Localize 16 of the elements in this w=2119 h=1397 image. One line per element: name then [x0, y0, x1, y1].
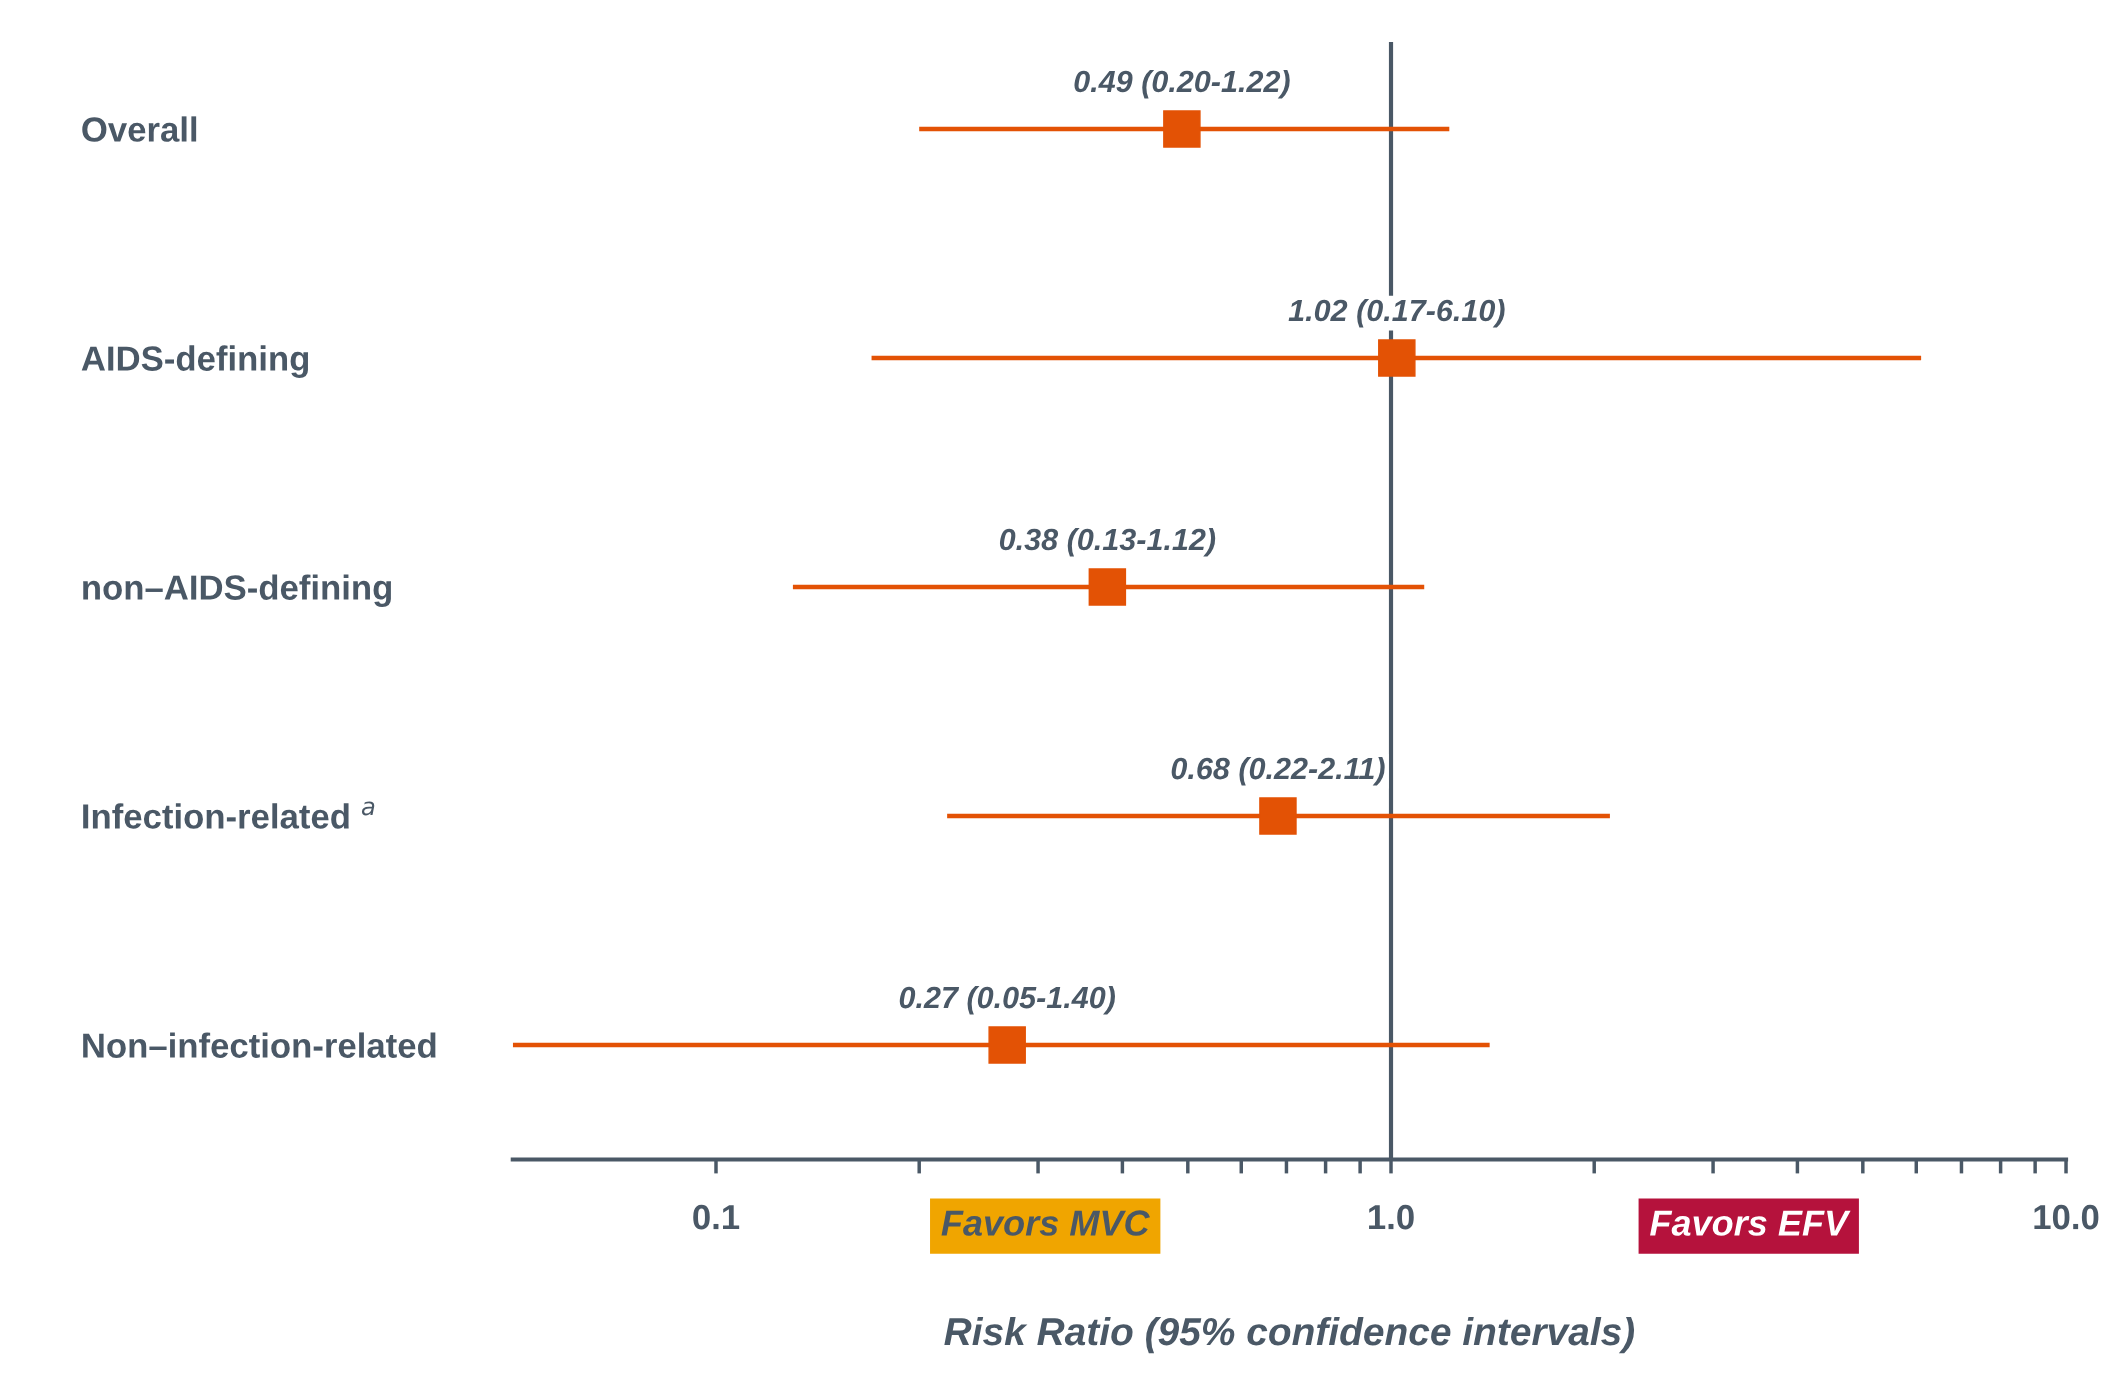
data-label: 0.68 (0.22-2.11)	[1171, 756, 1385, 786]
text: Favors MVC	[941, 1210, 1150, 1236]
y-tick-label: Infection-related $^{a}$	[83, 801, 375, 829]
text: Favors EFV	[1650, 1210, 1851, 1236]
data-label: 0.38 (0.13-1.12)	[999, 527, 1216, 557]
x-tick-label: 10.0	[2034, 1204, 2099, 1230]
x-axis-title: Risk Ratio (95% confidence intervals)	[944, 1316, 1635, 1354]
y-tick-label: Overall	[82, 116, 197, 142]
y-tick-label: non–AIDS-defining	[83, 574, 391, 607]
data-label: 0.49 (0.20-1.22)	[1074, 69, 1290, 99]
x-tick-label: 0.1	[693, 1204, 740, 1230]
data-label: 1.02 (0.17-6.10)	[1288, 298, 1505, 328]
x-tick-label: 1.0	[1369, 1204, 1414, 1230]
y-tick-label: AIDS-defining	[81, 345, 309, 378]
data-label: 0.27 (0.05-1.40)	[899, 985, 1115, 1015]
y-tick-label: Non–infection-related	[83, 1032, 436, 1058]
